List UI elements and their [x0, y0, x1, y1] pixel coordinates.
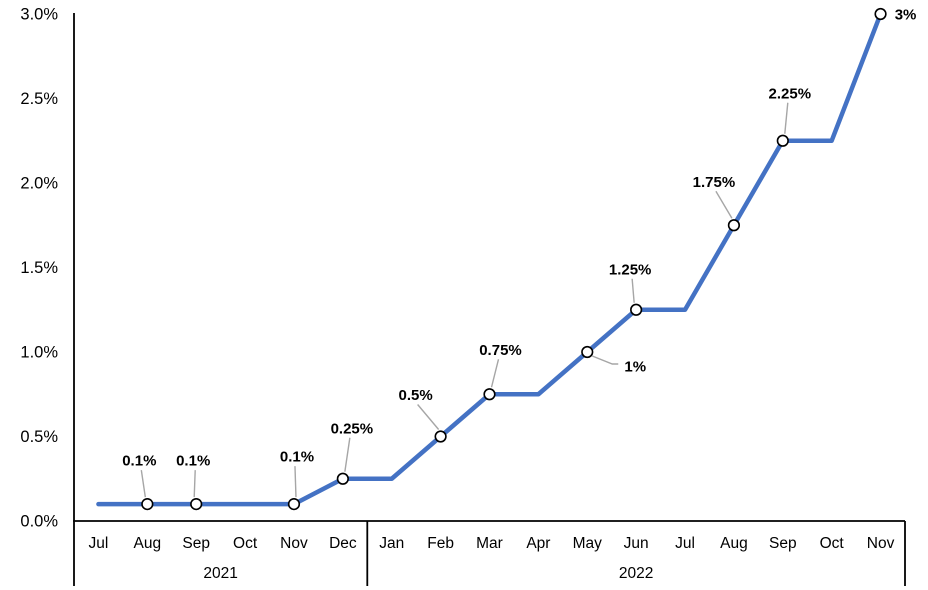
x-axis-month-label: Sep	[182, 535, 210, 552]
x-axis-month-label: Sep	[769, 535, 797, 552]
data-label-leader-line	[417, 404, 440, 430]
data-point-label: 1%	[624, 359, 646, 376]
x-axis-month-label: Apr	[526, 535, 550, 552]
rate-line	[96, 11, 883, 507]
x-axis-month-label: Nov	[280, 535, 308, 552]
data-label-leader-line	[193, 470, 196, 498]
x-axis-month-label: May	[573, 535, 603, 552]
data-point-label: 0.1%	[122, 453, 156, 470]
x-axis-month-label: Jul	[675, 535, 695, 552]
data-point-label: 0.75%	[479, 342, 522, 359]
data-label-leader-line	[344, 437, 351, 472]
data-point-marker	[874, 7, 887, 21]
data-label-leader-line	[140, 469, 147, 498]
data-label-leader-line	[631, 278, 635, 303]
data-label-leader-line	[784, 102, 789, 134]
data-point-label: 0.25%	[331, 420, 374, 437]
y-axis-tick-label: 0.5%	[20, 428, 58, 446]
x-axis-month-label: Jul	[89, 535, 109, 552]
data-point-marker	[336, 472, 349, 485]
y-axis-tick-label: 1.0%	[20, 344, 58, 362]
y-axis-tick-label: 2.5%	[20, 90, 58, 108]
data-point-marker	[483, 388, 496, 401]
data-point-marker	[141, 498, 154, 511]
data-point-label: 0.1%	[176, 453, 210, 470]
data-point-label: 2.25%	[769, 85, 812, 102]
x-axis-year-label: 2022	[619, 565, 653, 582]
data-label-leader-line	[592, 355, 619, 365]
data-label-leader-line	[490, 359, 500, 388]
data-label-leader-line	[715, 190, 733, 219]
x-axis-month-label: Mar	[476, 535, 503, 552]
y-axis-tick-label: 1.5%	[20, 259, 58, 277]
x-axis-month-label: Aug	[720, 535, 748, 552]
data-point-label: 3%	[895, 7, 917, 24]
data-point-marker	[434, 430, 447, 443]
x-axis-month-label: Oct	[233, 535, 258, 552]
x-axis-month-label: Feb	[427, 535, 454, 552]
data-point-marker	[630, 303, 643, 316]
data-point-label: 0.1%	[280, 449, 314, 466]
x-axis-month-label: Jun	[624, 535, 649, 552]
y-axis-tick-label: 3.0%	[20, 6, 58, 24]
x-axis-month-label: Aug	[134, 535, 162, 552]
data-point-marker	[287, 498, 301, 511]
x-axis-month-label: Oct	[820, 535, 845, 552]
data-point-marker	[776, 134, 789, 147]
data-point-marker	[727, 219, 741, 232]
data-point-label: 0.5%	[399, 387, 433, 404]
data-point-marker	[581, 345, 594, 359]
y-axis-tick-label: 0.0%	[20, 513, 58, 531]
x-axis-month-label: Jan	[379, 535, 404, 552]
x-axis-month-label: Dec	[329, 535, 357, 552]
x-axis-month-label: Nov	[867, 535, 895, 552]
data-point-label: 1.75%	[693, 174, 736, 191]
data-label-leader-line	[294, 466, 297, 498]
data-point-marker	[190, 498, 203, 511]
x-axis-year-label: 2021	[203, 565, 237, 582]
data-point-label: 1.25%	[609, 261, 652, 278]
y-axis-tick-label: 2.0%	[20, 175, 58, 193]
